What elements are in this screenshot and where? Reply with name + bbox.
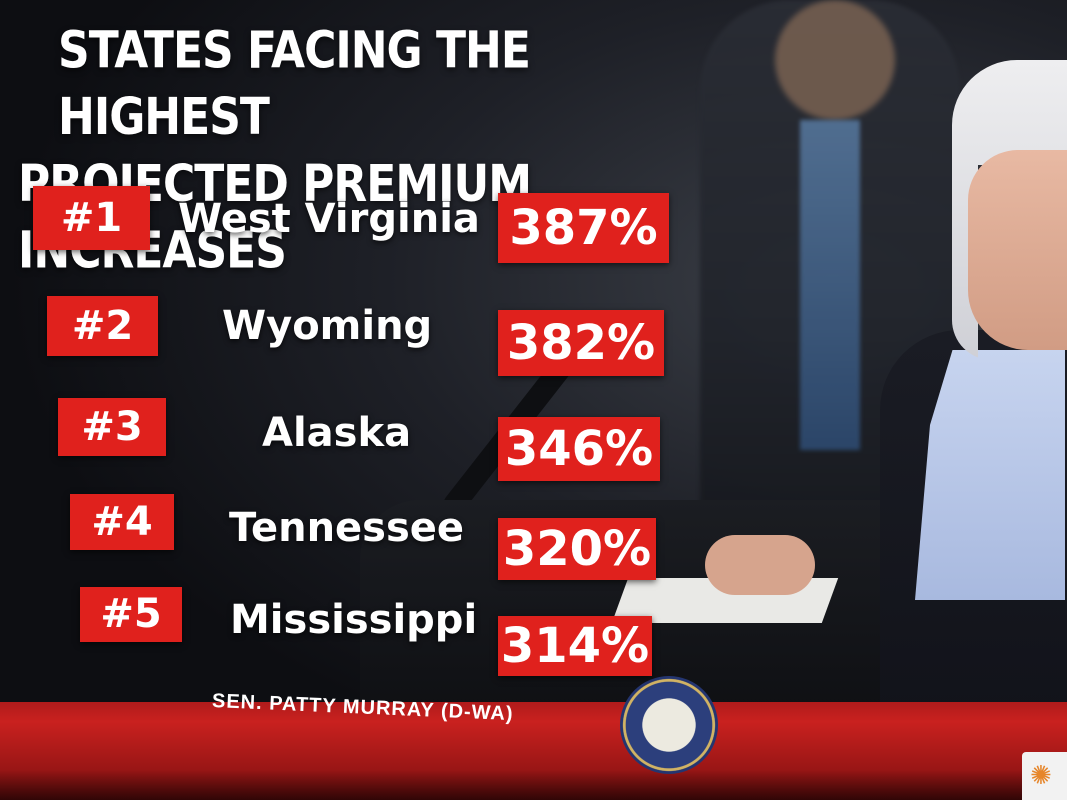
- percent-badge: 314%: [498, 616, 652, 676]
- percent-badge: 387%: [498, 193, 669, 263]
- nbc-peacock-icon: ✺: [1022, 752, 1067, 800]
- background-man-tie: [800, 120, 860, 450]
- state-name: Wyoming: [222, 303, 433, 349]
- percent-badge: 382%: [498, 310, 664, 376]
- speaker-hands: [705, 535, 815, 595]
- state-name: Tennessee: [229, 505, 465, 551]
- percent-badge: 320%: [498, 518, 656, 580]
- state-name: Mississippi: [230, 597, 478, 643]
- rank-badge: #5: [80, 587, 182, 642]
- rank-badge: #1: [33, 186, 150, 250]
- rank-badge: #4: [70, 494, 174, 550]
- state-name: West Virginia: [178, 196, 480, 242]
- rank-badge: #3: [58, 398, 166, 456]
- background-man-head: [775, 0, 895, 120]
- lower-third-strip: [0, 702, 1067, 800]
- rank-badge: #2: [47, 296, 158, 356]
- state-name: Alaska: [262, 410, 412, 456]
- speaker-face: [968, 150, 1067, 350]
- percent-badge: 346%: [498, 417, 660, 481]
- us-senate-seal-icon: [620, 676, 718, 774]
- headline-line-1: STATES FACING THE HIGHEST: [58, 21, 531, 147]
